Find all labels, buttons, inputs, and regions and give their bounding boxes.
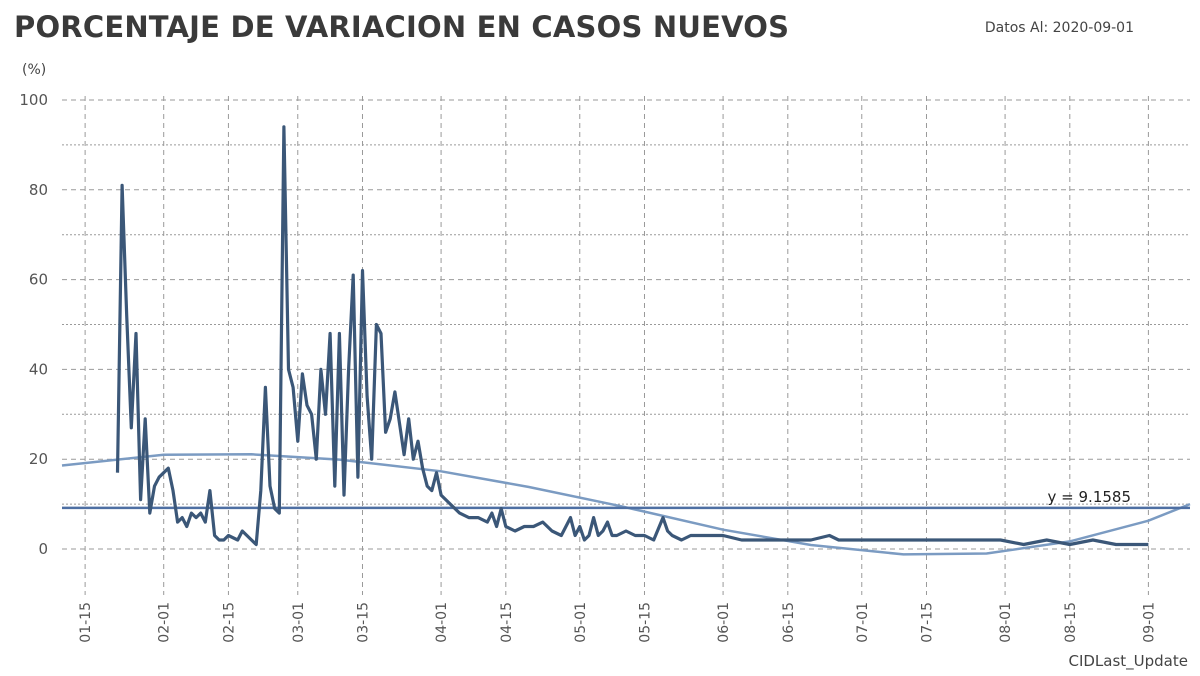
- page-title: PORCENTAJE DE VARIACION EN CASOS NUEVOS: [14, 10, 790, 44]
- x-tick-label: 07-01: [855, 602, 871, 643]
- x-tick-label: 01-15: [78, 602, 94, 643]
- x-tick-label: 03-01: [291, 602, 307, 643]
- y-tick-label: 100: [19, 91, 48, 109]
- x-tick-label: 06-01: [716, 602, 732, 643]
- y-tick-label: 80: [29, 181, 48, 199]
- last-update-label: CIDLast_Update: [1068, 652, 1188, 670]
- mean-line-label: y = 9.1585: [1048, 488, 1131, 506]
- x-tick-label: 02-01: [157, 602, 173, 643]
- x-tick-label: 09-01: [1141, 602, 1157, 643]
- data-date-label: Datos Al: 2020-09-01: [984, 20, 1134, 36]
- series-line: [115, 125, 1149, 547]
- x-tick-label: 05-15: [637, 602, 653, 643]
- y-axis-unit-label: (%): [22, 62, 47, 78]
- chart-grid: [62, 96, 1190, 595]
- x-tick-label: 08-01: [998, 602, 1014, 643]
- y-tick-label: 60: [29, 271, 48, 289]
- x-tick-label: 06-15: [781, 602, 797, 643]
- y-tick-label: 20: [29, 450, 48, 468]
- y-tick-label: 40: [29, 360, 48, 378]
- y-tick-label: 0: [38, 540, 48, 558]
- x-tick-label: 02-15: [221, 602, 237, 643]
- x-tick-label: 04-15: [499, 602, 515, 643]
- x-tick-label: 05-01: [573, 602, 589, 643]
- x-tick-label: 07-15: [919, 602, 935, 643]
- x-tick-label: 03-15: [355, 602, 371, 643]
- x-tick-label: 04-01: [434, 602, 450, 643]
- x-tick-label: 08-15: [1063, 602, 1079, 643]
- x-tick-labels: 01-15 02-01 02-15 03-01 03-15 04-01 04-15 05-01…: [78, 602, 1157, 643]
- y-tick-labels: 0 20 40 60 80 100: [19, 91, 48, 558]
